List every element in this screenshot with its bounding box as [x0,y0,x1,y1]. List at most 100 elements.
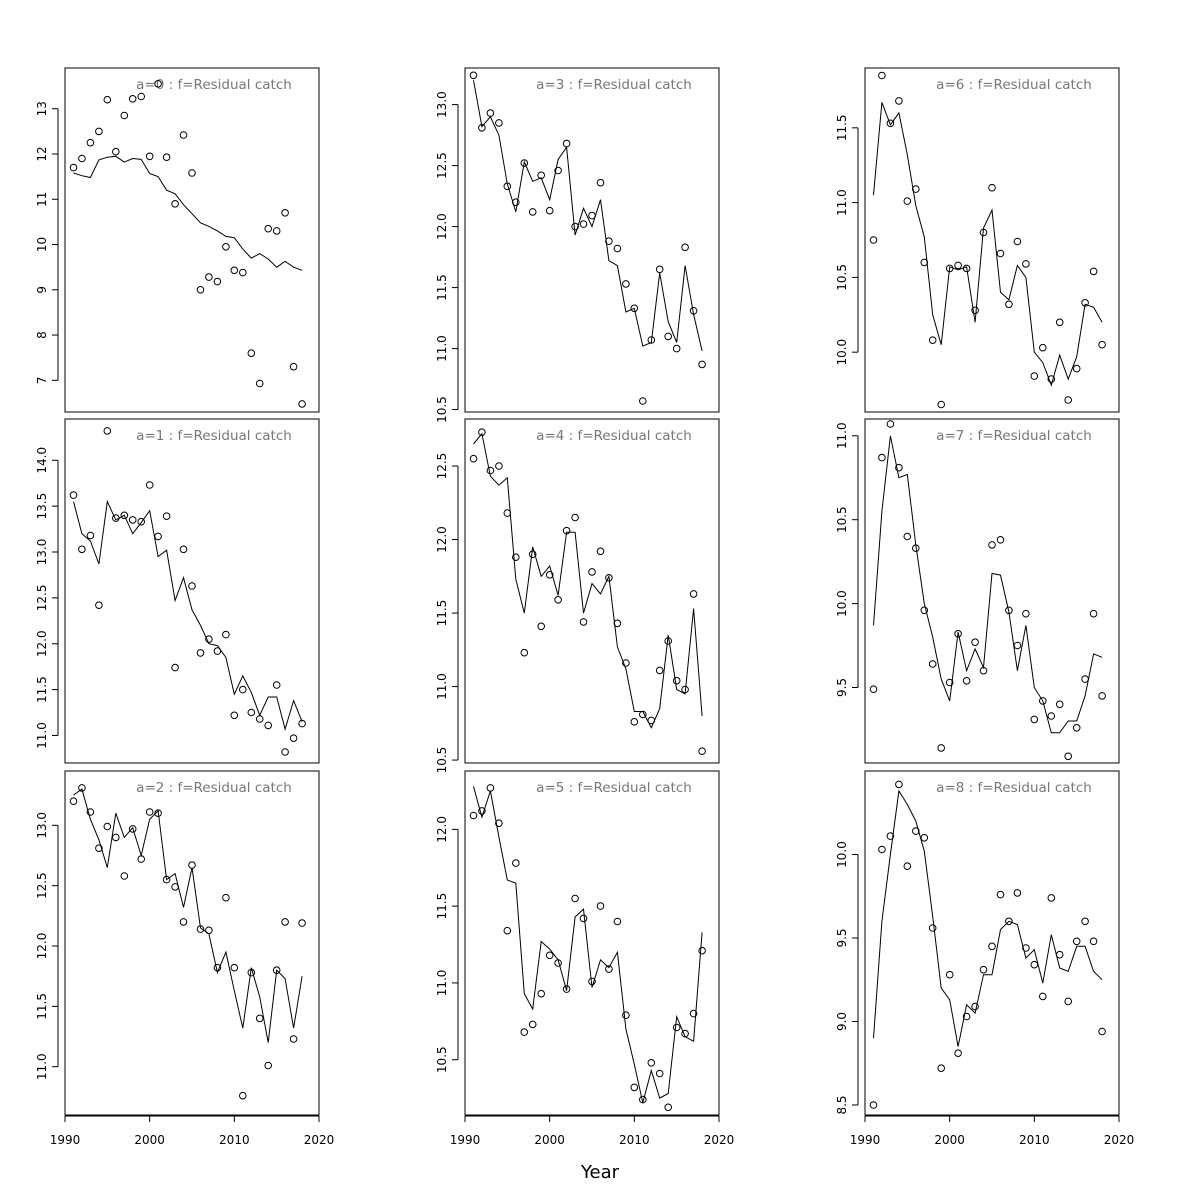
fitted-line [873,435,1103,734]
observed-point [230,266,239,275]
observed-point [962,1012,971,1021]
panel-title: a=4 : f=Residual catch [536,428,692,444]
observed-point [162,512,171,521]
observed-point [971,638,979,647]
observed-point [622,1011,630,1020]
panel-title: a=6 : f=Residual catch [936,77,1092,93]
observed-point [886,832,895,840]
panel-a1: a=1 : f=Residual catch 11.0 11.5 12.0 12.5 13… [35,418,320,764]
observed-point [672,344,681,353]
observed-point [1072,724,1081,732]
observed-point [137,92,145,101]
observed-point [120,111,129,120]
y-tick-label: 11.0 [835,422,849,449]
observed-point [622,659,630,667]
observed-point [222,243,230,251]
y-tick-label: 10.0 [835,339,849,366]
observed-point [545,951,554,960]
observed-point [928,924,937,932]
observed-point [145,152,154,161]
observed-point [605,237,613,245]
observed-point [630,304,639,313]
observed-point [255,715,264,723]
y-axis: 9.5 10.0 10.5 11.0 [835,422,859,697]
observed-point [281,918,289,926]
observed-point [1064,396,1072,404]
y-tick-label: 13.5 [35,493,49,520]
panel-a3: a=3 : f=Residual catch 10.5 11.0 11.5 12.0 12… [435,67,720,423]
observed-point [528,208,537,216]
observed-point [647,336,656,344]
y-tick-label: 13.0 [35,812,49,839]
observed-point [878,845,886,854]
observed-point [613,244,622,253]
observed-point [579,914,588,923]
observed-point [988,942,996,951]
observed-point [1039,343,1047,352]
y-axis: 10.0 10.5 11.0 11.5 [835,114,859,366]
observed-points [869,420,1106,761]
observed-point [1022,260,1030,268]
observed-point [903,197,912,205]
observed-point [213,277,222,286]
panel-title: a=0 : f=Residual catch [136,77,292,93]
panel-a6: a=6 : f=Residual catch 10.0 10.5 11.0 11.5 [835,67,1120,413]
fitted-line [73,155,303,271]
y-axis: 11.0 11.5 12.0 12.5 13.0 13.5 14.0 [35,447,59,749]
observed-point [264,224,273,233]
panel-title: a=1 : f=Residual catch [136,428,292,444]
observed-point [996,890,1005,899]
fitted-line [473,80,703,352]
observed-point [1089,609,1098,618]
observed-point [69,797,78,806]
observed-point [545,206,554,215]
observed-point [689,307,698,315]
observed-point [512,859,520,867]
observed-point [655,265,664,274]
observed-point [886,420,895,428]
observed-point [120,511,129,520]
observed-point [145,808,154,816]
observed-point [230,711,239,720]
observed-point [996,536,1005,544]
observed-point [1072,364,1081,373]
observed-point [869,685,878,694]
y-tick-label: 11.0 [435,335,449,362]
observed-point [196,649,205,657]
x-tick-label: 2020 [304,1133,335,1147]
observed-point [878,453,886,462]
observed-point [630,1083,639,1092]
observed-point [298,719,306,728]
observed-point [272,966,281,975]
y-tick-label: 10.5 [835,506,849,533]
observed-point [1005,917,1013,926]
observed-point [1089,267,1098,276]
observed-point [1081,917,1089,926]
observed-point [655,666,664,675]
observed-point [962,677,971,685]
observed-point [681,1029,689,1038]
observed-point [486,466,495,475]
y-tick-label: 9.5 [835,678,849,697]
observed-point [512,553,520,562]
panel-frame [64,770,320,1116]
observed-point [486,109,495,117]
y-axis: 10.5 11.0 11.5 12.0 12.5 [435,453,459,773]
observed-point [112,147,120,156]
observed-point [579,618,588,626]
observed-point [272,681,281,689]
observed-point [647,1059,656,1067]
observed-point [1098,692,1106,700]
observed-point [554,959,562,967]
observed-point [979,228,988,237]
y-tick-label: 10.5 [435,1046,449,1073]
observed-point [95,601,103,610]
y-tick-label: 10 [35,237,49,252]
observed-point [1039,992,1047,1001]
y-tick-label: 7 [35,376,49,384]
x-axis-title: Year [580,1162,620,1183]
panel-a7: a=7 : f=Residual catch 9.5 10.0 10.5 11.0 [835,418,1120,764]
observed-point [162,153,171,161]
fitted-line [473,786,703,1103]
observed-point [103,95,112,104]
